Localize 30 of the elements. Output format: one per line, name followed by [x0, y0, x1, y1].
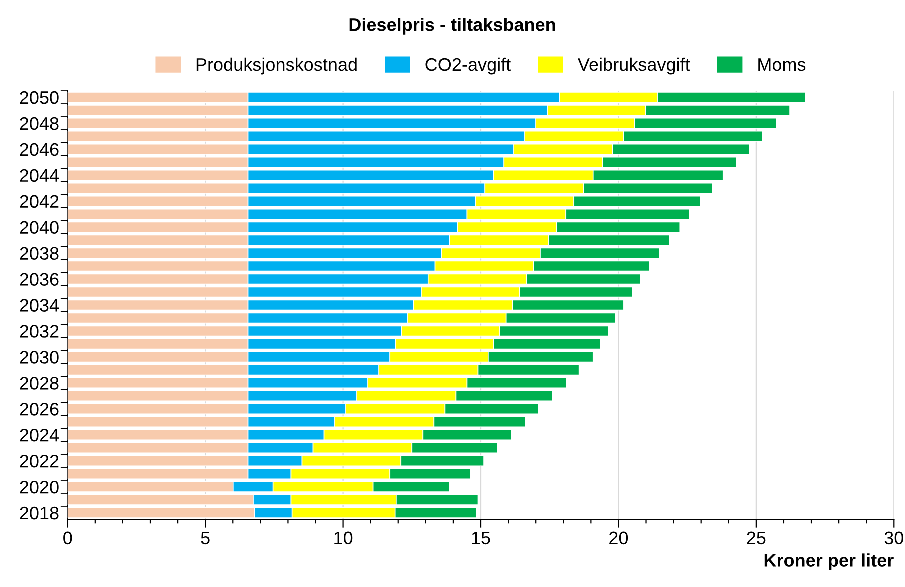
- legend-label: Produksjonskostnad: [196, 58, 357, 75]
- x-tick-label: 30: [884, 532, 904, 545]
- x-tick-label: 25: [747, 532, 766, 545]
- y-tick-label: 2040: [20, 221, 59, 234]
- legend-label: Moms: [758, 58, 806, 72]
- y-tick-label: 2028: [20, 377, 59, 390]
- legend-label: CO2-avgift: [426, 58, 511, 75]
- x-tick-label: 10: [334, 532, 353, 545]
- y-tick-label: 2044: [20, 169, 60, 182]
- y-tick-label: 2024: [20, 429, 60, 442]
- y-tick-label: 2042: [20, 195, 59, 208]
- y-tick-label: 2046: [20, 143, 59, 156]
- x-tick-label: 0: [64, 532, 72, 545]
- y-tick-label: 2050: [20, 91, 59, 104]
- y-tick-label: 2048: [20, 117, 59, 130]
- x-axis-title: Kroner per liter: [764, 554, 894, 571]
- y-tick-label: 2026: [20, 403, 59, 416]
- y-tick-label: 2038: [20, 247, 59, 260]
- y-tick-label: 2032: [20, 325, 59, 338]
- x-tick-label: 15: [472, 532, 490, 545]
- y-tick-label: 2018: [20, 506, 59, 520]
- legend-label: Veibruksavgift: [578, 58, 690, 75]
- y-tick-label: 2030: [20, 351, 59, 364]
- x-tick-label: 20: [610, 532, 628, 545]
- y-tick-label: 2034: [20, 299, 60, 312]
- y-tick-label: 2020: [20, 480, 59, 494]
- x-tick-label: 5: [201, 532, 210, 545]
- chart-title: Dieselpris - tiltaksbanen: [350, 18, 556, 35]
- y-tick-label: 2022: [20, 454, 59, 468]
- y-tick-label: 2036: [20, 273, 59, 286]
